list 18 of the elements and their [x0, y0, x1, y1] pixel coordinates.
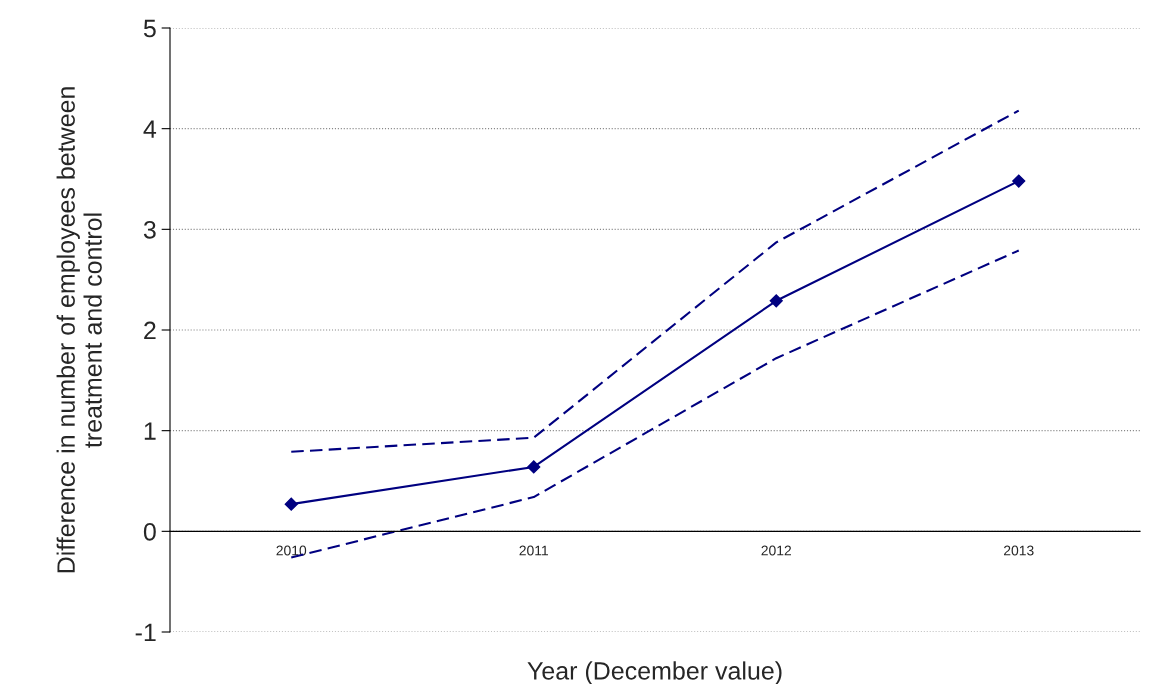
- x-tick-label: 2010: [276, 545, 307, 556]
- y-tick-label: 4: [143, 120, 157, 138]
- y-axis-title: Difference in number of employees between treatment and control: [56, 87, 102, 573]
- y-tick-label: -1: [135, 623, 156, 642]
- line-series: [290, 109, 1020, 453]
- x-tick-label: 2011: [519, 545, 549, 556]
- x-axis-title: Year (December value): [527, 661, 782, 684]
- point: [284, 497, 298, 511]
- y-tick-label: 1: [144, 422, 156, 440]
- y-tick-label: 2: [144, 321, 156, 340]
- point: [769, 294, 783, 308]
- y-tick-label: 0: [143, 522, 156, 541]
- y-tick-label: 5: [143, 19, 156, 38]
- x-tick-label: 2012: [761, 545, 791, 556]
- y-tick-label: 3: [143, 220, 156, 239]
- x-tick-label: 2013: [1004, 545, 1034, 556]
- point: [1012, 174, 1026, 188]
- point: [527, 460, 541, 474]
